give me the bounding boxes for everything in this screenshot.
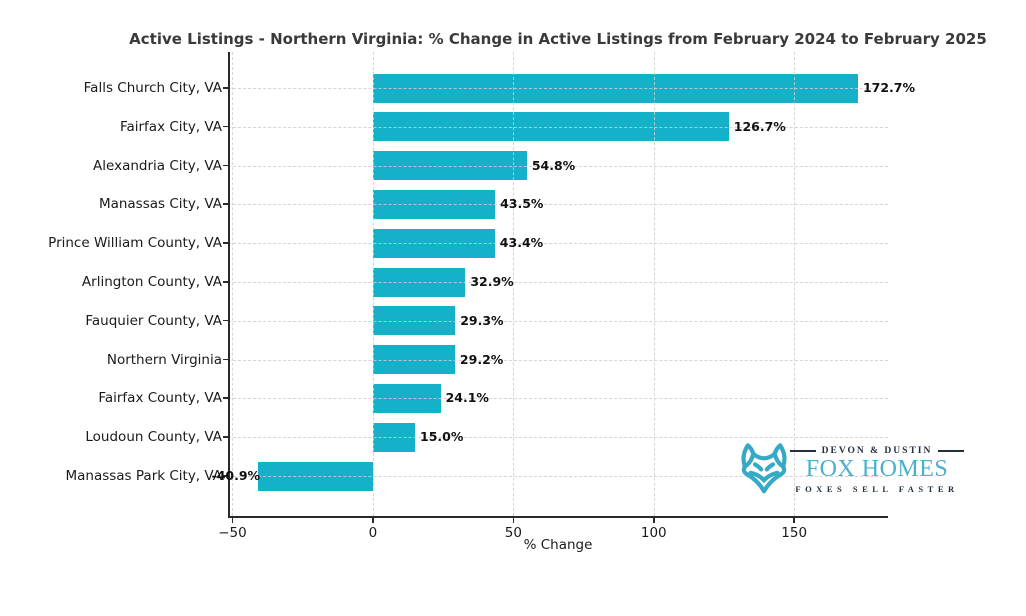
y-tick bbox=[223, 319, 228, 322]
y-tick bbox=[223, 475, 228, 477]
y-tick bbox=[223, 125, 228, 128]
y-tick bbox=[223, 397, 228, 399]
x-tick-label: 0 bbox=[368, 525, 378, 541]
y-tick bbox=[223, 242, 228, 244]
x-axis-spine bbox=[228, 516, 888, 518]
horizontal-gridline bbox=[228, 320, 888, 322]
y-tick bbox=[223, 436, 228, 438]
horizontal-gridline bbox=[228, 398, 888, 400]
category-label: Fairfax City, VA bbox=[119, 118, 222, 135]
horizontal-gridline bbox=[228, 437, 888, 439]
value-label: 32.9% bbox=[470, 274, 514, 289]
vertical-gridline bbox=[513, 52, 515, 516]
category-label: Falls Church City, VA bbox=[83, 80, 222, 96]
fox-homes-logo-text: DEVON & DUSTIN FOX HOMES FOXES SELL FAST… bbox=[789, 446, 965, 494]
horizontal-gridline bbox=[228, 88, 888, 89]
horizontal-gridline bbox=[228, 476, 888, 477]
x-tick-label: 100 bbox=[640, 525, 667, 541]
vertical-gridline bbox=[232, 52, 234, 516]
x-tick bbox=[793, 518, 795, 523]
logo-tagline: FOXES SELL FASTER bbox=[795, 484, 959, 494]
x-tick-label: 50 bbox=[504, 525, 522, 541]
x-axis-label: % Change bbox=[523, 537, 593, 553]
value-label: 126.7% bbox=[733, 118, 786, 134]
y-tick bbox=[223, 203, 228, 205]
x-tick bbox=[512, 518, 515, 523]
logo-left-dash bbox=[789, 450, 816, 452]
y-tick bbox=[223, 164, 228, 167]
y-axis-spine bbox=[228, 52, 230, 518]
horizontal-gridline bbox=[228, 282, 888, 283]
category-label: Prince William County, VA bbox=[48, 235, 222, 252]
category-label: Manassas City, VA bbox=[98, 196, 222, 213]
x-tick bbox=[372, 518, 374, 523]
category-label: Manassas Park City, VA bbox=[65, 468, 222, 484]
logo-right-dash bbox=[938, 450, 965, 452]
category-label: Loudoun County, VA bbox=[85, 429, 222, 446]
vertical-gridline bbox=[372, 52, 374, 516]
category-label: Fairfax County, VA bbox=[98, 390, 222, 407]
value-label: 29.2% bbox=[459, 351, 504, 367]
value-label: -40.9% bbox=[211, 468, 261, 483]
value-label: 15.0% bbox=[420, 429, 464, 445]
x-tick bbox=[652, 518, 655, 523]
value-label: 172.7% bbox=[862, 80, 916, 95]
vertical-gridline bbox=[653, 52, 655, 516]
logo-owners-line: DEVON & DUSTIN bbox=[789, 446, 965, 456]
category-label: Arlington County, VA bbox=[81, 274, 222, 290]
fox-head-icon bbox=[741, 443, 787, 494]
horizontal-gridline bbox=[228, 204, 888, 206]
x-tick-label: 150 bbox=[781, 525, 808, 541]
y-tick bbox=[223, 358, 228, 361]
horizontal-gridline bbox=[228, 243, 888, 245]
value-label: 24.1% bbox=[445, 390, 489, 406]
fox-homes-logo: DEVON & DUSTIN FOX HOMES FOXES SELL FAST… bbox=[736, 440, 965, 500]
horizontal-gridline bbox=[228, 359, 888, 361]
vertical-gridline bbox=[794, 52, 796, 516]
horizontal-gridline bbox=[228, 126, 888, 128]
value-label: 43.4% bbox=[499, 235, 544, 251]
logo-owners-text: DEVON & DUSTIN bbox=[821, 446, 933, 456]
y-tick bbox=[223, 281, 228, 283]
horizontal-gridline bbox=[228, 165, 888, 167]
chart-title: Active Listings - Northern Virginia: % C… bbox=[129, 30, 987, 48]
y-tick bbox=[223, 87, 228, 89]
value-label: 54.8% bbox=[531, 157, 576, 173]
logo-brand-name: FOX HOMES bbox=[805, 456, 949, 482]
category-label: Alexandria City, VA bbox=[93, 157, 222, 174]
category-label: Fauquier County, VA bbox=[85, 312, 222, 329]
x-tick-label: −50 bbox=[218, 525, 247, 541]
value-label: 43.5% bbox=[500, 196, 544, 212]
value-label: 29.3% bbox=[460, 312, 504, 328]
category-label: Northern Virginia bbox=[106, 351, 222, 368]
x-tick bbox=[231, 518, 234, 523]
